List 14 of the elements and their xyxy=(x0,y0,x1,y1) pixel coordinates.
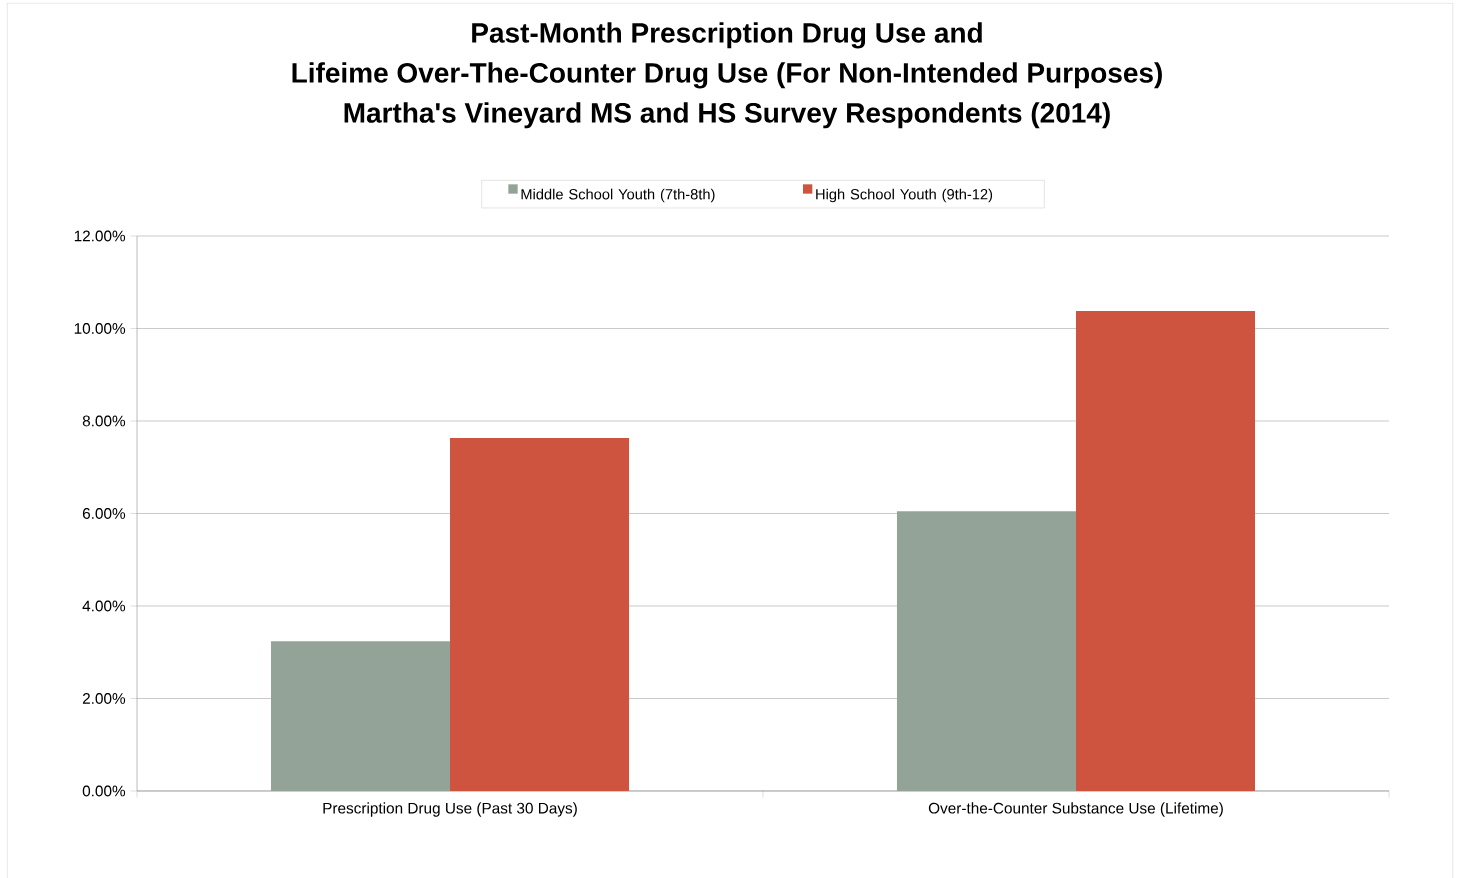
x-tick-label: Prescription Drug Use (Past 30 Days) xyxy=(323,802,577,817)
x-tick-label: Over-the-Counter Substance Use (Lifetime) xyxy=(928,802,1223,817)
bar xyxy=(1076,310,1256,791)
y-tick-label: 0.00% xyxy=(82,785,126,797)
y-tick-label: 6.00% xyxy=(82,508,126,519)
y-tick-label: 2.00% xyxy=(82,693,126,704)
bar xyxy=(450,438,630,791)
y-tick-label: 8.00% xyxy=(82,415,126,427)
y-tick-label: 10.00% xyxy=(74,323,126,334)
legend-label: Middle School Youth (7th-8th) xyxy=(521,188,715,203)
y-tick-label: 4.00% xyxy=(82,600,126,612)
y-tick-label: 12.00% xyxy=(74,230,126,242)
legend-label: High School Youth (9th-12) xyxy=(816,188,993,203)
chart-title: Past-Month Prescription Drug Use and Lifeime Over-The-Counter Drug Use (For Non-Intended Purposes) Martha's Vineyard MS and HS Survey Respondents (2014) xyxy=(292,22,1162,129)
